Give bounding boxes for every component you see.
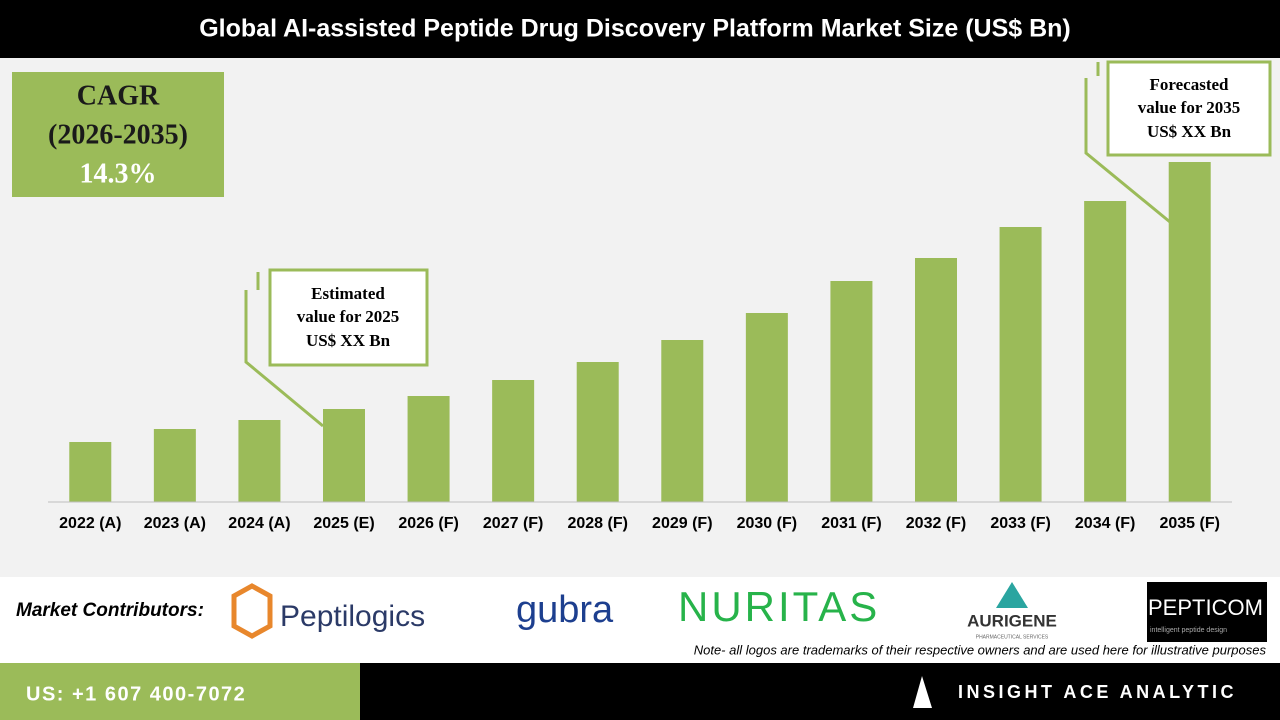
footer-bar bbox=[360, 663, 1280, 720]
forecast-note: value for 2035 bbox=[1138, 98, 1241, 117]
bar bbox=[661, 340, 704, 502]
x-tick-label: 2023 (A) bbox=[144, 515, 206, 532]
logo: gubra bbox=[516, 589, 614, 631]
x-tick-label: 2033 (F) bbox=[990, 515, 1050, 532]
x-tick-label: 2027 (F) bbox=[483, 515, 543, 532]
estimated-note: Estimated bbox=[311, 284, 385, 303]
cagr-period: (2026-2035) bbox=[48, 119, 188, 150]
bar bbox=[999, 227, 1042, 502]
logo: Peptilogics bbox=[280, 600, 425, 633]
bar bbox=[1168, 162, 1211, 502]
phone-box bbox=[0, 663, 360, 720]
x-tick-label: 2031 (F) bbox=[821, 515, 881, 532]
title-bar bbox=[0, 0, 1280, 58]
x-tick-label: 2025 (E) bbox=[313, 515, 374, 532]
logo-subtext: PHARMACEUTICAL SERVICES bbox=[976, 634, 1049, 640]
logo: AURIGENE bbox=[967, 611, 1057, 630]
contributors-label: Market Contributors: bbox=[16, 600, 204, 621]
brand-icon bbox=[913, 676, 932, 708]
bar bbox=[238, 420, 281, 502]
logo-box bbox=[1147, 582, 1267, 642]
cagr-value: 14.3% bbox=[80, 158, 157, 189]
brand: INSIGHT ACE ANALYTIC bbox=[958, 682, 1237, 702]
plot: 2022 (A) 2023 (A) 2024 (A) 2025 (E) 2026 (F)… bbox=[48, 162, 1232, 532]
logo: PEPTICOM bbox=[1148, 595, 1263, 620]
cagr-box bbox=[12, 72, 224, 197]
x-tick-label: 2034 (F) bbox=[1075, 515, 1135, 532]
forecast-note: Forecasted bbox=[1150, 75, 1230, 94]
bar bbox=[407, 396, 450, 502]
x-tick-label: 2035 (F) bbox=[1159, 515, 1219, 532]
bar bbox=[915, 258, 957, 502]
chart-title: Global AI-assisted Peptide Drug Discover… bbox=[199, 15, 1071, 43]
estimated-note: US$ XX Bn bbox=[306, 331, 391, 350]
estimated-note: value for 2025 bbox=[297, 307, 400, 326]
bar bbox=[1084, 201, 1127, 502]
logo-icon bbox=[231, 583, 273, 639]
logo-icon bbox=[996, 582, 1028, 608]
x-tick-label: 2032 (F) bbox=[906, 515, 966, 532]
bar bbox=[153, 429, 196, 502]
forecast-note: US$ XX Bn bbox=[1147, 122, 1232, 141]
logo: NURITAS bbox=[678, 583, 880, 630]
x-tick-label: 2026 (F) bbox=[398, 515, 458, 532]
x-tick-label: 2022 (A) bbox=[59, 515, 121, 532]
x-tick-label: 2024 (A) bbox=[228, 515, 290, 532]
bar bbox=[576, 362, 619, 502]
contributors-strip bbox=[0, 577, 1280, 663]
cagr-label: CAGR bbox=[77, 80, 160, 111]
x-tick-label: 2030 (F) bbox=[737, 515, 797, 532]
note: Note- all logos are trademarks of their … bbox=[694, 642, 1267, 657]
bar bbox=[492, 380, 535, 502]
bar bbox=[323, 409, 365, 502]
callout-lines bbox=[244, 60, 1272, 428]
x-tick-label: 2029 (F) bbox=[652, 515, 712, 532]
bar bbox=[830, 281, 873, 502]
logo-subtext: intelligent peptide design bbox=[1150, 627, 1227, 634]
bar bbox=[69, 442, 112, 502]
x-tick-label: 2028 (F) bbox=[567, 515, 627, 532]
bar bbox=[745, 313, 788, 502]
phone: US: +1 607 400-7072 bbox=[26, 683, 246, 705]
